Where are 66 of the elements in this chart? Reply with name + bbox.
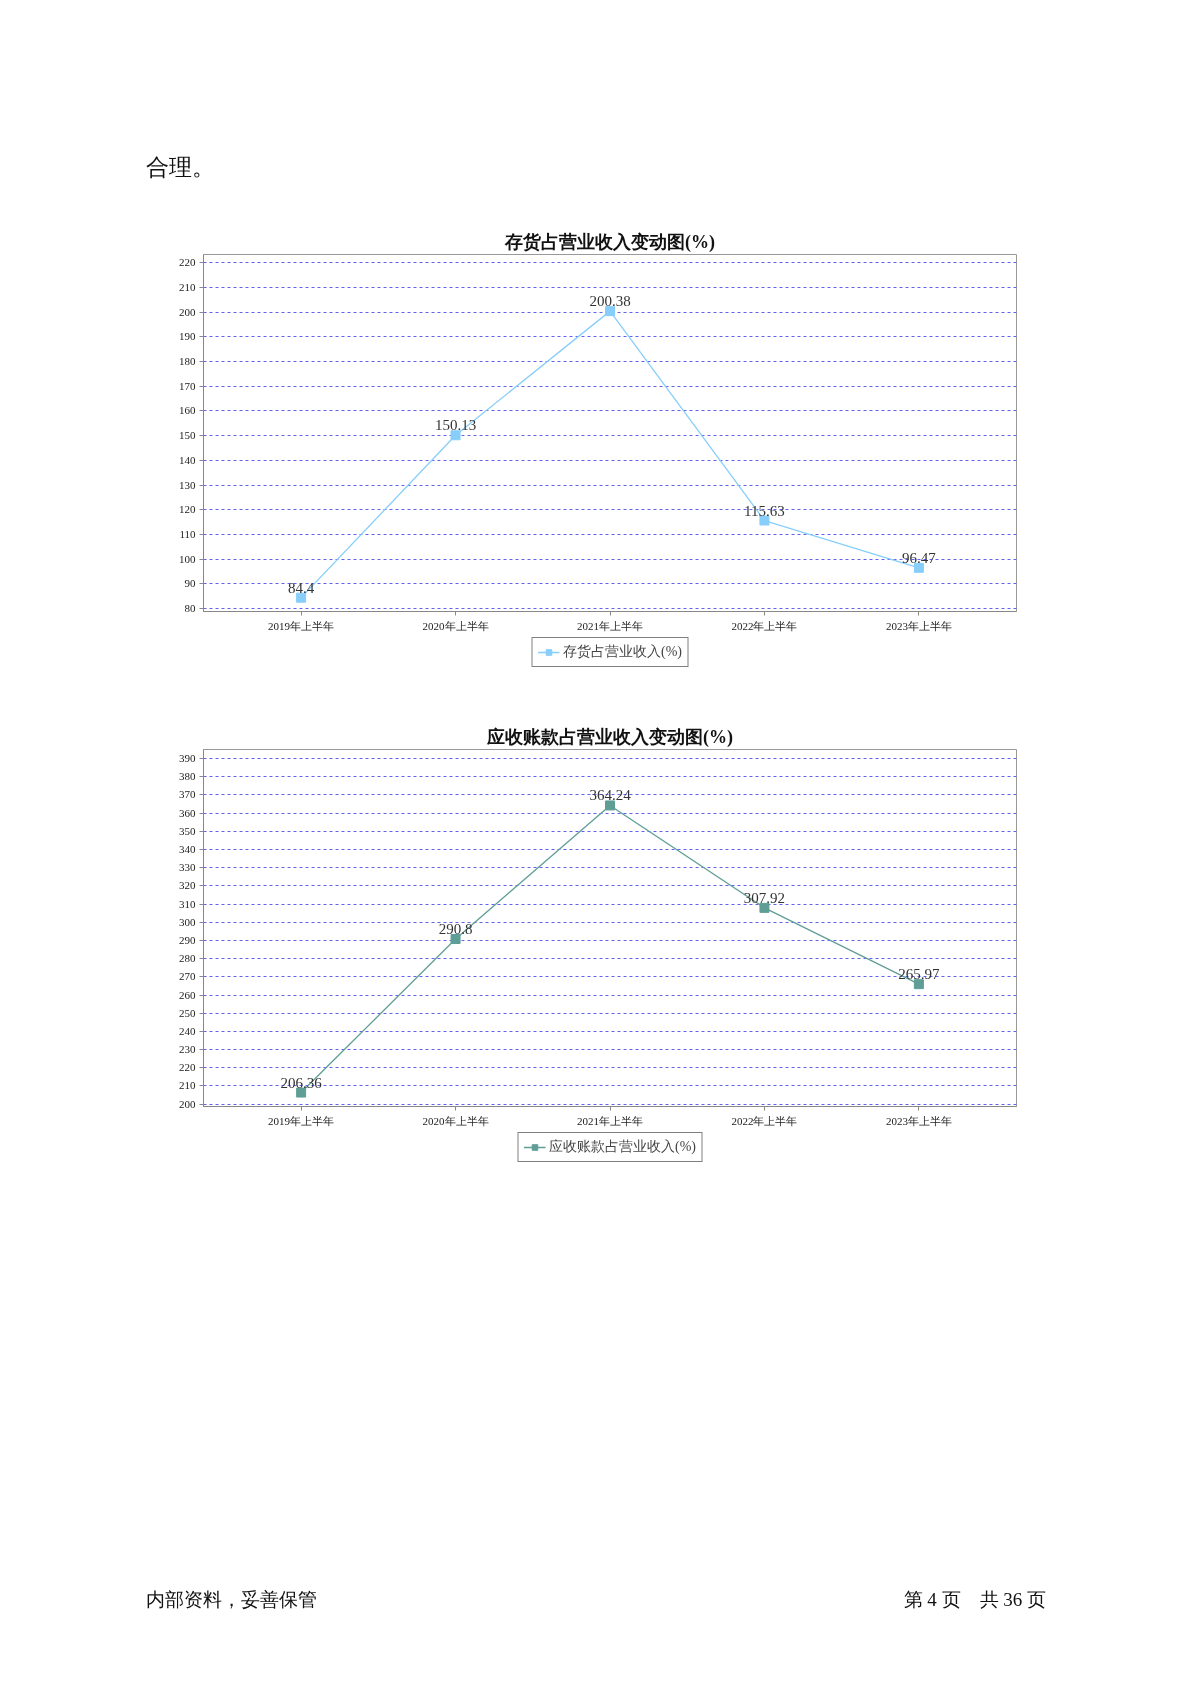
y-tick-label: 300	[179, 915, 196, 928]
legend-label: 存货占营业收入(%)	[563, 643, 682, 661]
x-tick-label: 2022年上半年	[731, 619, 798, 632]
data-label: 84.4	[287, 579, 315, 596]
data-label: 200.38	[589, 293, 631, 310]
y-tick-label: 230	[179, 1043, 196, 1056]
x-tick-label: 2020年上半年	[422, 1114, 489, 1127]
y-tick-label: 190	[179, 330, 196, 343]
text: 合理。	[146, 154, 215, 182]
y-tick-label: 220	[179, 256, 196, 269]
x-tick-label: 2020年上半年	[422, 619, 489, 632]
x-tick-label: 2021年上半年	[577, 619, 643, 632]
y-tick-label: 210	[179, 280, 196, 293]
y-tick-label: 200	[179, 1097, 196, 1110]
y-tick-label: 110	[179, 527, 196, 540]
y-tick-label: 310	[179, 897, 196, 910]
y-tick-label: 330	[179, 861, 196, 874]
point	[605, 306, 615, 317]
y-tick-label: 270	[179, 970, 196, 983]
y-tick-label: 320	[179, 879, 196, 892]
y-tick-label: 290	[179, 933, 196, 946]
point	[450, 430, 461, 441]
y-tick-label: 380	[179, 770, 196, 783]
y-tick-label: 80	[184, 602, 196, 615]
y-tick-label: 130	[179, 478, 196, 491]
y-tick-label: 340	[179, 843, 196, 856]
y-tick-label: 350	[179, 824, 196, 837]
y-tick-label: 200	[179, 305, 196, 318]
y-tick-label: 280	[179, 952, 196, 965]
data-label: 115.63	[744, 502, 785, 519]
y-tick-label: 90	[184, 577, 196, 590]
point	[913, 562, 924, 573]
y-tick-label: 120	[179, 503, 196, 516]
chart-title: 存货占营业收入变动图(%)	[504, 231, 716, 253]
data-label: 96.47	[902, 549, 937, 566]
y-tick-label: 240	[179, 1024, 196, 1037]
x-tick-label: 2019年上半年	[268, 619, 335, 632]
y-tick-label: 140	[179, 453, 196, 466]
x-tick-label: 2023年上半年	[885, 619, 952, 632]
point	[913, 979, 924, 990]
y-tick-label: 150	[179, 429, 196, 442]
data-label: 265.97	[898, 966, 941, 983]
data-label: 150.13	[434, 417, 477, 434]
y-tick-label: 100	[179, 552, 196, 565]
x-tick-label: 2023年上半年	[885, 1114, 952, 1127]
text: 内部资料，妥善保管	[146, 1588, 317, 1612]
x-tick-label: 2021年上半年	[577, 1114, 643, 1127]
text: 第 4 页 共 36 页	[903, 1588, 1046, 1612]
y-tick-label: 370	[179, 788, 196, 801]
point	[759, 515, 770, 526]
point	[605, 800, 615, 811]
y-tick-label: 170	[179, 379, 196, 392]
point	[296, 592, 307, 603]
y-tick-label: 250	[179, 1006, 196, 1019]
chart-title: 应收账款占营业收入变动图(%)	[486, 726, 734, 748]
x-tick-label: 2022年上半年	[731, 1114, 798, 1127]
y-tick-label: 360	[179, 806, 196, 819]
y-tick-label: 160	[179, 404, 196, 417]
y-tick-label: 220	[179, 1061, 196, 1074]
y-tick-label: 390	[179, 752, 196, 765]
x-tick-label: 2019年上半年	[268, 1114, 335, 1127]
legend-label: 应收账款占营业收入(%)	[549, 1138, 696, 1156]
y-tick-label: 260	[179, 988, 196, 1001]
y-tick-label: 210	[179, 1079, 196, 1092]
data-label: 364.24	[589, 787, 632, 804]
y-tick-label: 180	[179, 354, 196, 367]
